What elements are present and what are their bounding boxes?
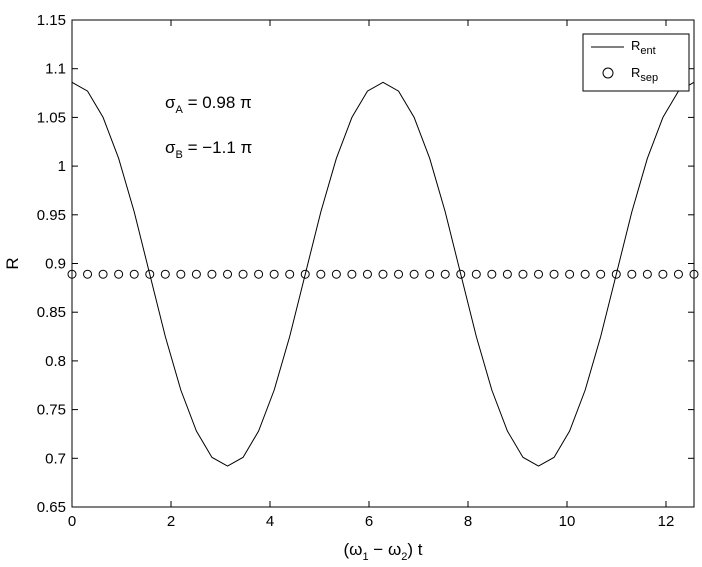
plot-area [67,19,699,508]
y-tick-label: 1.15 [37,12,66,29]
series-r-sep-point [502,269,512,279]
series-r-sep-point [440,269,450,279]
annotations: σA = 0.98 π σB = −1.1 π [165,93,252,161]
series-r-sep-point [658,269,668,279]
series-r-sep-point [129,269,139,279]
series-r-sep-point [378,269,388,279]
legend-entry-r-ent: Rent [631,38,656,57]
x-tick-label: 6 [365,513,373,530]
series-r-sep-point [114,269,124,279]
y-axis: 0.65 0.7 0.75 0.8 0.85 0.9 0.95 1 1.05 1.1 1.15 [37,12,694,516]
legend: Rent Rsep [582,33,690,92]
x-tick-label: 12 [658,513,675,530]
series-r-sep-point [207,269,217,279]
legend-circle-marker [602,67,614,79]
series-r-sep-point [160,269,170,279]
series-r-sep-point [518,269,528,279]
x-tick-label: 10 [559,513,576,530]
series-r-sep-point [425,269,435,279]
series-r-sep-point [362,269,372,279]
series-r-sep-point [611,269,621,279]
x-axis: 0 2 4 6 8 10 12 [68,20,674,530]
y-tick-label: 0.95 [37,207,66,224]
series-r-sep-point [549,269,559,279]
series-r-sep-point [347,269,357,279]
y-tick-label: 0.85 [37,304,66,321]
series-r-sep-point [689,269,699,279]
series-r-sep-point [565,269,575,279]
legend-entry-r-sep: Rsep [631,65,658,84]
series-r-sep-point [269,269,279,279]
y-tick-label: 0.8 [45,353,66,370]
series-r-sep-point [223,269,233,279]
y-tick-label: 0.9 [45,256,66,273]
series-r-sep-point [456,269,466,279]
y-tick-label: 1.1 [45,61,66,78]
series-r-sep-point [238,269,248,279]
series-r-sep-point [596,269,606,279]
series-r-sep-point [191,269,201,279]
series-r-sep-point [471,269,481,279]
series-r-sep-point [394,269,404,279]
series-r-sep-point [67,269,77,279]
series-r-sep-point [331,269,341,279]
series-r-sep-point [316,269,326,279]
series-r-sep-point [580,269,590,279]
y-tick-label: 0.75 [37,402,66,419]
sigma-a-annotation: σA = 0.98 π [165,93,252,116]
y-tick-label: 0.65 [37,499,66,516]
y-tick-label: 1 [58,158,66,175]
series-r-sep-point [145,269,155,279]
series-r-sep-point [176,269,186,279]
series-r-sep-point [642,269,652,279]
x-tick-label: 8 [464,513,472,530]
y-tick-label: 1.05 [37,109,66,126]
y-tick-label: 0.7 [45,450,66,467]
legend-box [582,33,690,92]
x-axis-label: (ω1 − ω2) t [344,540,423,563]
series-r-sep-point [627,269,637,279]
series-r-sep-point [98,269,108,279]
series-r-sep-point [300,269,310,279]
series-r-sep-point [673,269,683,279]
series-r-sep-point [254,269,264,279]
sigma-b-annotation: σB = −1.1 π [165,138,252,161]
y-axis-label: R [3,257,22,269]
series-r-sep-point [285,269,295,279]
series-r-sep-point [83,269,93,279]
series-r-sep-point [409,269,419,279]
x-tick-label: 0 [68,513,76,530]
x-tick-label: 2 [167,513,175,530]
series-r-sep-point [534,269,544,279]
series-r-sep-point [487,269,497,279]
series-r-ent-line [71,81,695,467]
x-tick-label: 4 [266,513,274,530]
